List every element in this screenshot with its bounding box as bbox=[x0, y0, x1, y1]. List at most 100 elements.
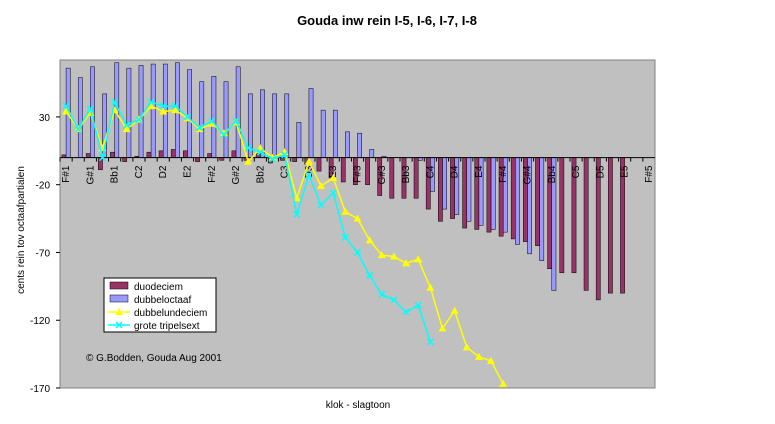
x-tick-label: E5 bbox=[620, 165, 631, 178]
y-tick-label: 30 bbox=[39, 113, 51, 124]
bar bbox=[183, 150, 188, 158]
line-marker bbox=[98, 154, 107, 162]
line-marker bbox=[426, 338, 434, 346]
line-marker bbox=[171, 102, 179, 110]
bar bbox=[466, 157, 472, 222]
bar bbox=[332, 109, 338, 158]
bar bbox=[462, 157, 468, 229]
y-tick-label: -170 bbox=[30, 384, 50, 395]
line-marker bbox=[462, 343, 471, 351]
line-marker bbox=[474, 352, 483, 360]
chart-title: Gouda inw rein I-5, I-6, I-7, I-8 bbox=[297, 13, 477, 28]
x-tick-label: E4 bbox=[474, 165, 485, 178]
line-marker bbox=[377, 251, 386, 259]
bar bbox=[320, 109, 326, 158]
line-marker bbox=[341, 234, 349, 242]
line-marker bbox=[366, 271, 374, 280]
x-tick-label: Bb3 bbox=[401, 165, 412, 183]
bar bbox=[316, 157, 322, 172]
bar bbox=[515, 157, 520, 245]
x-tick-label: Bb4 bbox=[547, 165, 558, 183]
bar bbox=[345, 131, 350, 158]
line-marker bbox=[244, 157, 253, 165]
bar bbox=[207, 153, 213, 158]
line-marker bbox=[122, 125, 131, 133]
line-marker bbox=[402, 259, 411, 267]
line-marker bbox=[329, 173, 338, 181]
x-tick-label: C5 bbox=[571, 165, 582, 178]
legend-swatch bbox=[109, 281, 129, 290]
line-marker bbox=[219, 129, 228, 137]
line-marker bbox=[414, 255, 423, 263]
line-marker bbox=[402, 308, 410, 316]
bar bbox=[110, 151, 115, 158]
line-marker bbox=[305, 171, 313, 179]
bar bbox=[235, 66, 241, 158]
bar bbox=[195, 157, 200, 162]
bar bbox=[284, 93, 290, 158]
line-marker bbox=[281, 151, 289, 159]
x-tick-label: C4 bbox=[425, 165, 436, 178]
line-marker bbox=[317, 182, 326, 190]
bar bbox=[490, 157, 496, 230]
line-marker bbox=[329, 189, 337, 197]
bar bbox=[369, 149, 375, 158]
bar bbox=[211, 76, 217, 158]
line-marker bbox=[159, 107, 168, 115]
bar bbox=[559, 157, 565, 274]
line-marker bbox=[292, 194, 301, 202]
bar bbox=[170, 149, 176, 158]
line-marker bbox=[123, 121, 131, 129]
bar bbox=[535, 157, 540, 246]
bar bbox=[146, 151, 152, 158]
line-marker bbox=[207, 119, 216, 127]
line-marker bbox=[414, 301, 422, 309]
legend-label: grote tripelsext bbox=[134, 321, 200, 332]
x-tick-label: Bb1 bbox=[110, 165, 121, 183]
bar bbox=[126, 67, 132, 158]
line-marker bbox=[62, 102, 70, 110]
bar bbox=[77, 77, 83, 158]
legend-label: duodeciem bbox=[134, 282, 183, 293]
x-tick-label: F#5 bbox=[644, 165, 655, 183]
x-tick-label: E3 bbox=[328, 165, 339, 178]
y-axis-label: cents rein tov octaafpartialen bbox=[16, 166, 27, 294]
bar bbox=[389, 157, 395, 199]
bar bbox=[357, 132, 362, 158]
x-tick-label: D4 bbox=[450, 165, 461, 178]
line-marker bbox=[62, 107, 71, 115]
bar bbox=[442, 157, 447, 210]
line-marker bbox=[365, 236, 374, 244]
line-marker bbox=[147, 102, 156, 110]
legend-marker bbox=[115, 321, 123, 329]
bar bbox=[539, 157, 545, 261]
bar bbox=[340, 157, 346, 183]
line-marker bbox=[426, 283, 435, 291]
x-tick-label: G#3 bbox=[377, 165, 388, 184]
line-marker bbox=[220, 131, 228, 139]
line-marker bbox=[389, 252, 398, 260]
y-tick-label: -70 bbox=[36, 248, 51, 259]
bar bbox=[223, 81, 229, 158]
bar bbox=[413, 157, 419, 199]
bar bbox=[583, 157, 589, 291]
x-tick-label: G#4 bbox=[523, 165, 534, 184]
x-tick-label: F#4 bbox=[498, 165, 509, 183]
x-tick-label: F#3 bbox=[353, 165, 364, 183]
line-marker bbox=[159, 102, 167, 110]
x-tick-label: D3 bbox=[304, 165, 315, 178]
line-marker bbox=[196, 124, 204, 132]
line-marker bbox=[171, 106, 180, 114]
bar bbox=[365, 157, 370, 185]
line-marker bbox=[147, 98, 155, 106]
line-marker bbox=[232, 117, 240, 125]
bar bbox=[158, 150, 164, 158]
x-tick-label: D2 bbox=[158, 165, 169, 178]
bar bbox=[138, 65, 144, 158]
line-marker bbox=[293, 210, 301, 219]
legend-swatch bbox=[109, 294, 129, 303]
line-marker bbox=[86, 105, 94, 113]
bar bbox=[272, 93, 277, 158]
line-marker bbox=[183, 113, 192, 121]
